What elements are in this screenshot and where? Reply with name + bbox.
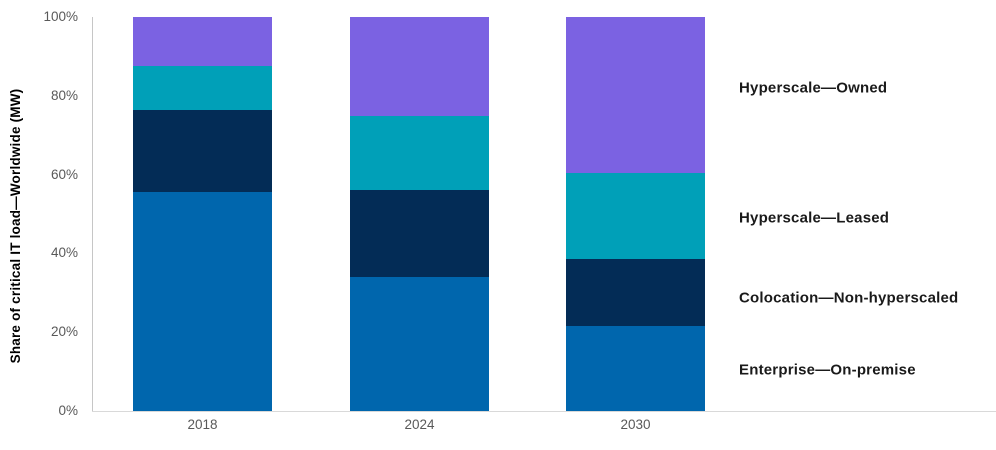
- bar-segment-2024-hyperscale-owned: [350, 17, 489, 116]
- x-tick-label-2024: 2024: [404, 417, 435, 432]
- y-tick-label-40: 40%: [50, 245, 78, 261]
- bar-2024: [350, 17, 489, 411]
- bar-segment-2030-colocation-non-hyperscaled: [566, 259, 705, 327]
- y-tick-label-0: 0%: [58, 403, 78, 418]
- x-tick-label-2030: 2030: [620, 417, 651, 432]
- y-tick-label-20: 20%: [50, 324, 78, 340]
- y-tick-label-80: 80%: [50, 87, 78, 103]
- bar-segment-2018-hyperscale-owned: [133, 17, 272, 67]
- bar-segment-2030-hyperscale-owned: [566, 17, 705, 173]
- bar-segment-2024-enterprise-on-premise: [350, 277, 489, 411]
- bar-segment-2018-colocation-non-hyperscaled: [133, 109, 272, 193]
- x-tick-label-2018: 2018: [187, 417, 218, 432]
- x-axis-line: [92, 411, 996, 412]
- legend-label-colocation-non-hyperscaled: Colocation—Non-hyperscaled: [739, 289, 959, 307]
- y-tick-label-100: 100%: [43, 9, 78, 24]
- bar-segment-2018-enterprise-on-premise: [133, 192, 272, 411]
- bar-2030: [566, 17, 705, 411]
- legend-label-enterprise-on-premise: Enterprise—On-premise: [739, 361, 916, 379]
- bar-segment-2030-hyperscale-leased: [566, 172, 705, 260]
- bar-segment-2030-enterprise-on-premise: [566, 326, 705, 411]
- bar-2018: [133, 17, 272, 411]
- bar-segment-2024-hyperscale-leased: [350, 115, 489, 191]
- bar-segment-2018-hyperscale-leased: [133, 66, 272, 110]
- y-tick-label-60: 60%: [50, 166, 78, 182]
- y-axis-line: [92, 17, 93, 412]
- legend-label-hyperscale-leased: Hyperscale—Leased: [739, 209, 890, 227]
- legend-label-hyperscale-owned: Hyperscale—Owned: [739, 79, 888, 97]
- bar-segment-2024-colocation-non-hyperscaled: [350, 190, 489, 278]
